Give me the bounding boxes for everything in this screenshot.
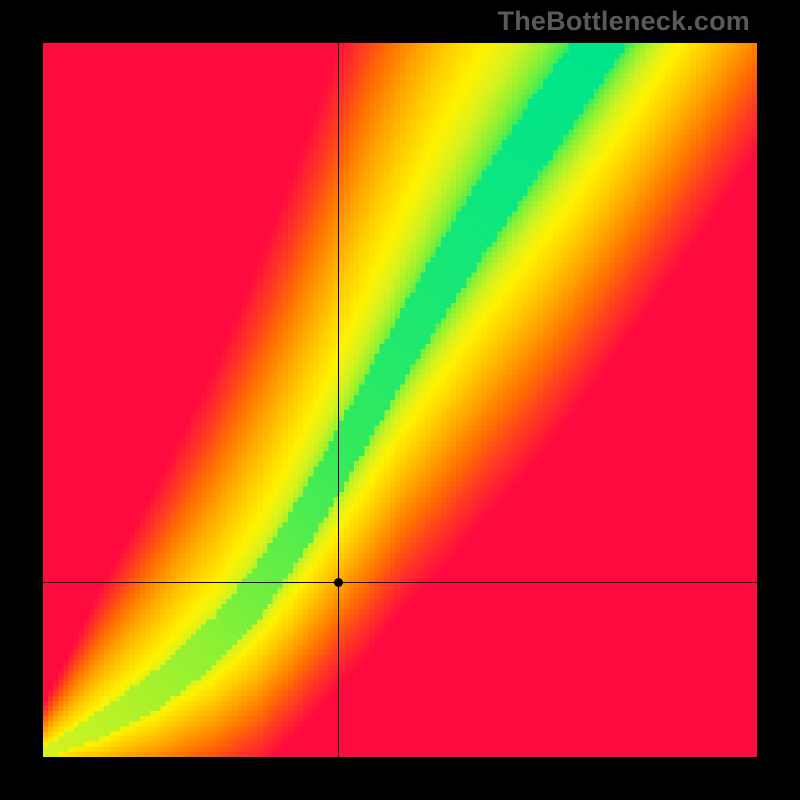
bottleneck-heatmap [43,43,757,757]
watermark-text: TheBottleneck.com [498,6,750,37]
chart-stage: TheBottleneck.com [0,0,800,800]
